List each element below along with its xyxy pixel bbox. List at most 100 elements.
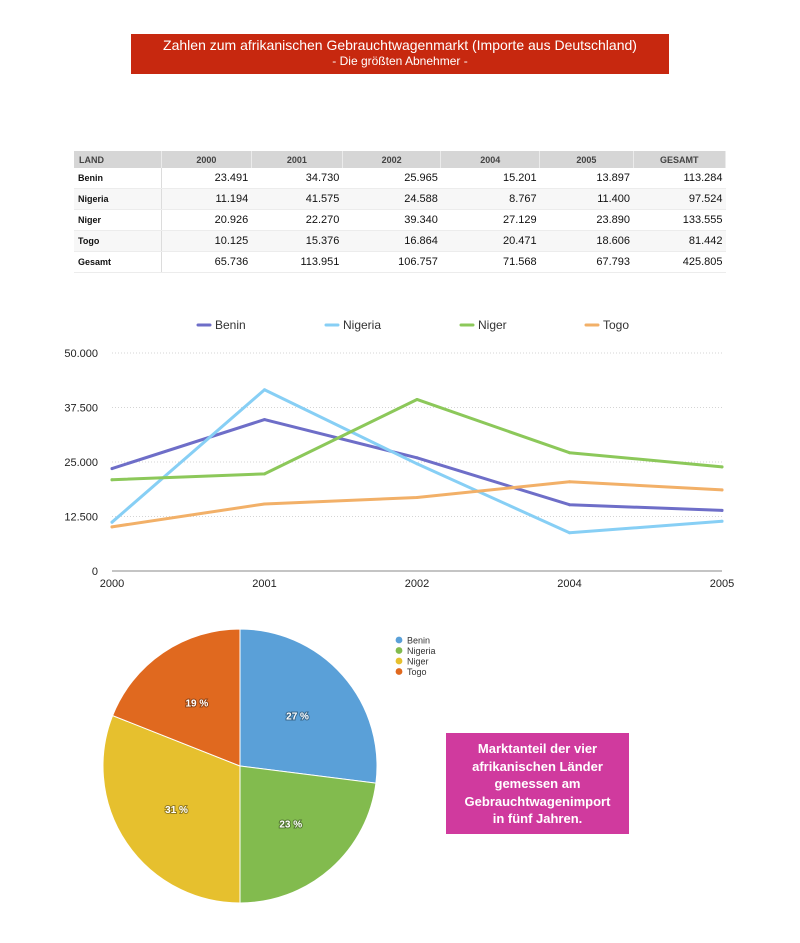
column-header: 2000 [161, 151, 252, 168]
legend-label: Benin [407, 636, 430, 646]
value-cell: 39.340 [342, 209, 441, 231]
data-point [720, 519, 724, 523]
legend-marker [395, 647, 403, 654]
data-point [568, 480, 571, 484]
legend-marker [395, 636, 403, 644]
note-line: Gebrauchtwagenimport [464, 793, 611, 809]
table-row: Benin 23.491 34.730 25.965 15.201 13.897… [74, 168, 726, 189]
data-point [110, 478, 114, 482]
country-cell: Gesamt [74, 251, 162, 273]
note-line: in fünf Jahren. [492, 811, 583, 826]
data-point [263, 418, 266, 422]
legend-label: Benin [215, 318, 246, 332]
column-header: 2001 [251, 151, 343, 168]
page-subtitle: - Die größten Abnehmer - [332, 54, 468, 68]
page-title: Zahlen zum afrikanischen Gebrauchtwagenm… [163, 37, 637, 53]
legend-label: Togo [603, 318, 629, 332]
value-cell: 34.730 [251, 168, 343, 189]
legend-marker [395, 668, 403, 675]
value-cell: 106.757 [342, 251, 441, 273]
data-point [720, 488, 724, 492]
total-cell: 425.805 [633, 251, 726, 273]
total-cell: 133.555 [633, 209, 726, 231]
column-header: LAND [74, 151, 162, 168]
y-tick-label: 0 [92, 566, 98, 578]
note-line: Marktanteil der vier [477, 741, 598, 756]
series-line-nigeria [110, 388, 724, 535]
data-point [415, 397, 419, 401]
x-tick-label: 2001 [252, 578, 276, 590]
note-line: afrikanischen Länder [472, 758, 603, 774]
y-tick-label: 25.000 [64, 457, 98, 469]
value-cell: 23.890 [539, 209, 634, 231]
value-cell: 22.270 [251, 209, 343, 231]
data-point [415, 495, 419, 499]
x-tick-label: 2005 [710, 578, 734, 590]
column-header: 2002 [342, 151, 442, 168]
country-cell: Togo [74, 230, 162, 252]
y-tick-label: 37.500 [64, 403, 98, 415]
value-cell: 23.491 [161, 168, 252, 189]
value-cell: 25.965 [342, 168, 441, 189]
table-row: Nigeria 11.194 41.575 24.588 8.767 11.40… [74, 188, 726, 210]
value-cell: 20.471 [440, 230, 540, 252]
data-point [110, 520, 114, 524]
pie-slice-niger [102, 714, 241, 904]
value-cell: 11.400 [539, 188, 634, 210]
data-point [263, 472, 266, 476]
data-point [568, 503, 571, 507]
value-cell: 113.951 [251, 251, 343, 273]
pie-slice-benin [239, 628, 378, 784]
slice-label: 19 % [185, 699, 208, 710]
total-cell: 81.442 [633, 230, 726, 252]
note-line: gemessen am [494, 776, 581, 791]
value-cell: 24.588 [342, 188, 441, 210]
title-banner: Zahlen zum afrikanischen Gebrauchtwagenm… [131, 34, 669, 74]
data-point [263, 502, 266, 506]
legend-label: Togo [407, 667, 427, 677]
data-point [110, 525, 114, 529]
value-cell: 15.376 [251, 230, 343, 252]
import-table: LAND 2000 2001 2002 2004 2005 GESAMT Ben… [74, 151, 727, 273]
column-header: GESAMT [633, 151, 727, 168]
legend-label: Nigeria [407, 646, 436, 656]
country-cell: Benin [74, 168, 162, 189]
data-point [110, 467, 114, 471]
x-tick-label: 2000 [100, 578, 124, 590]
slice-label: 31 % [165, 805, 188, 816]
pie-slice-togo [111, 628, 241, 767]
value-cell: 41.575 [251, 188, 343, 210]
legend-label: Niger [407, 657, 429, 667]
country-cell: Nigeria [74, 188, 162, 210]
pie-slice-nigeria [239, 765, 377, 904]
value-cell: 15.201 [440, 168, 540, 189]
value-cell: 71.568 [440, 251, 540, 273]
total-cell: 113.284 [633, 168, 726, 189]
x-tick-label: 2002 [405, 578, 429, 590]
line-chart: 0 12.500 25.000 37.500 50.000 2000 2001 2002 200… [64, 318, 734, 590]
data-point [415, 462, 419, 466]
value-cell: 13.897 [539, 168, 634, 189]
legend-label: Nigeria [343, 318, 381, 332]
table-row: Gesamt 65.736 113.951 106.757 71.568 67.… [74, 251, 726, 273]
value-cell: 67.793 [539, 251, 634, 273]
value-cell: 27.129 [440, 209, 540, 231]
data-point [415, 456, 419, 460]
data-point [568, 531, 571, 535]
legend-marker [395, 657, 403, 665]
y-tick-label: 12.500 [64, 512, 98, 524]
column-header: 2004 [440, 151, 541, 168]
x-tick-label: 2004 [557, 578, 581, 590]
data-point [263, 388, 266, 392]
table-row: Togo 10.125 15.376 16.864 20.471 18.606 … [74, 230, 726, 252]
data-point [720, 465, 724, 469]
table-row: Niger 20.926 22.270 39.340 27.129 23.890… [74, 209, 726, 231]
value-cell: 16.864 [342, 230, 441, 252]
value-cell: 10.125 [161, 230, 252, 252]
data-point [720, 508, 724, 512]
total-cell: 97.524 [633, 188, 726, 210]
value-cell: 11.194 [161, 188, 252, 210]
country-cell: Niger [74, 209, 162, 231]
value-cell: 20.926 [161, 209, 252, 231]
